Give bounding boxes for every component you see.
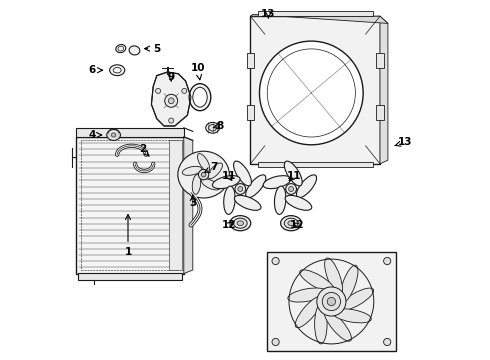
Text: 12: 12	[290, 220, 304, 230]
Circle shape	[165, 94, 178, 107]
Ellipse shape	[315, 304, 327, 344]
Ellipse shape	[300, 270, 335, 292]
Ellipse shape	[192, 175, 200, 194]
Ellipse shape	[295, 296, 322, 328]
Circle shape	[322, 292, 341, 311]
Bar	[76, 137, 184, 274]
Circle shape	[182, 89, 187, 94]
Polygon shape	[380, 16, 388, 164]
Ellipse shape	[237, 221, 244, 225]
Bar	[81, 140, 178, 270]
Text: 4: 4	[88, 130, 102, 140]
Text: 13: 13	[261, 9, 276, 19]
Circle shape	[238, 186, 243, 192]
Circle shape	[384, 257, 391, 265]
Circle shape	[235, 184, 245, 194]
Ellipse shape	[209, 125, 217, 131]
Ellipse shape	[263, 176, 291, 189]
Circle shape	[289, 186, 294, 192]
Text: 8: 8	[213, 121, 223, 131]
Text: 9: 9	[168, 72, 175, 82]
Circle shape	[384, 338, 391, 346]
Ellipse shape	[193, 87, 207, 107]
Ellipse shape	[285, 195, 312, 210]
Bar	[376, 105, 384, 120]
Ellipse shape	[234, 195, 261, 210]
Ellipse shape	[113, 68, 121, 73]
Bar	[247, 105, 254, 120]
Circle shape	[327, 297, 336, 306]
Circle shape	[198, 170, 209, 180]
Ellipse shape	[189, 84, 211, 111]
Circle shape	[169, 118, 174, 123]
Text: 1: 1	[124, 215, 132, 257]
Ellipse shape	[107, 130, 121, 140]
Text: 11: 11	[286, 171, 301, 181]
Ellipse shape	[208, 163, 222, 179]
Text: 7: 7	[205, 162, 218, 172]
Ellipse shape	[178, 151, 229, 198]
Ellipse shape	[284, 218, 298, 228]
Ellipse shape	[182, 166, 202, 175]
Text: 6: 6	[88, 65, 102, 75]
Ellipse shape	[324, 310, 351, 341]
Text: 12: 12	[221, 220, 236, 230]
Ellipse shape	[281, 216, 301, 231]
Ellipse shape	[284, 161, 302, 186]
Ellipse shape	[288, 288, 327, 302]
Text: 5: 5	[145, 44, 160, 54]
Text: 13: 13	[395, 137, 413, 147]
Polygon shape	[184, 137, 193, 274]
Text: 2: 2	[139, 144, 149, 156]
Ellipse shape	[332, 309, 371, 323]
Ellipse shape	[234, 161, 251, 186]
Bar	[267, 252, 396, 351]
Text: 10: 10	[191, 63, 205, 80]
Circle shape	[156, 89, 161, 94]
Bar	[258, 162, 373, 167]
Ellipse shape	[288, 221, 294, 225]
Bar	[76, 128, 184, 137]
Bar	[250, 16, 380, 164]
Text: 11: 11	[221, 171, 236, 181]
Ellipse shape	[296, 175, 317, 198]
Bar	[376, 53, 384, 68]
Circle shape	[272, 257, 279, 265]
Ellipse shape	[340, 265, 358, 302]
Circle shape	[260, 41, 363, 145]
Ellipse shape	[233, 218, 247, 228]
Ellipse shape	[206, 122, 220, 133]
Text: 3: 3	[189, 195, 196, 208]
Ellipse shape	[224, 186, 235, 215]
Ellipse shape	[230, 216, 251, 231]
Circle shape	[317, 287, 346, 316]
Ellipse shape	[201, 179, 220, 190]
Circle shape	[111, 133, 116, 137]
Ellipse shape	[129, 46, 140, 55]
Ellipse shape	[110, 65, 125, 76]
Circle shape	[201, 172, 206, 177]
Bar	[170, 140, 182, 270]
Ellipse shape	[116, 45, 126, 53]
Bar	[247, 53, 254, 68]
Polygon shape	[151, 72, 191, 126]
Ellipse shape	[339, 288, 374, 311]
Polygon shape	[250, 14, 388, 23]
Bar	[77, 273, 182, 280]
Ellipse shape	[245, 175, 266, 198]
Ellipse shape	[325, 258, 343, 295]
Ellipse shape	[213, 176, 240, 189]
Bar	[258, 11, 373, 16]
Ellipse shape	[197, 154, 210, 171]
Circle shape	[286, 184, 296, 194]
Ellipse shape	[274, 186, 286, 215]
Circle shape	[169, 98, 174, 104]
Circle shape	[272, 338, 279, 346]
